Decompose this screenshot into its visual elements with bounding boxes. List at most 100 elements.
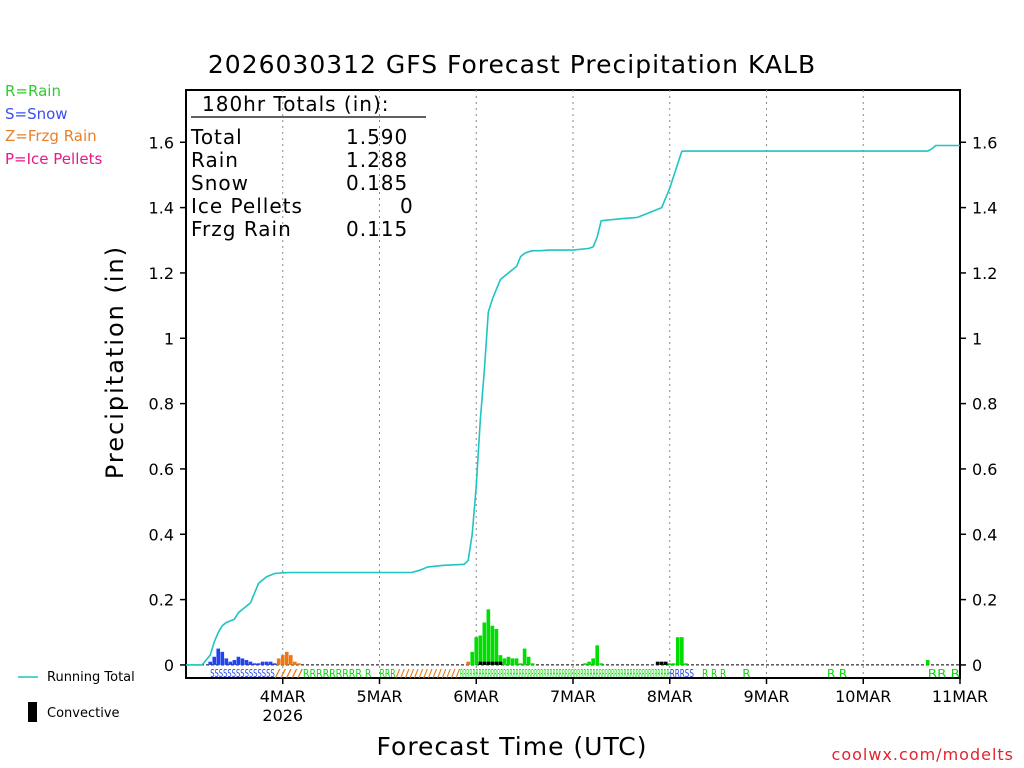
bar-rain (599, 663, 604, 665)
bar-convective (490, 661, 495, 665)
bar-snow (260, 661, 265, 665)
x-tick-label: 7MAR (550, 687, 596, 706)
ptype-marker: RRR (380, 667, 396, 680)
ptype-marker: RRRSS (670, 667, 694, 680)
bar-rain (514, 658, 519, 665)
bar-snow (232, 660, 237, 665)
ptype-marker: R (742, 667, 750, 680)
y-tick-label-right: 0.4 (972, 525, 997, 544)
x-tick-sublabel: 2026 (262, 706, 303, 725)
y-tick-label-right: 0.6 (972, 460, 997, 479)
y-tick-label-left: 0.4 (149, 525, 174, 544)
x-tick-label: 8MAR (647, 687, 693, 706)
bar-rain (502, 658, 507, 665)
totals-total-label: Total (191, 125, 243, 149)
y-tick-label-left: 0.2 (149, 591, 174, 610)
bar-snow (224, 658, 229, 665)
ptype-marker: ///// (275, 667, 304, 680)
legend-frzg-rain: Z=Frzg Rain (5, 127, 97, 145)
bar-frzg-rain (297, 663, 301, 665)
bar-frzg-rain (288, 655, 293, 665)
bar-frzg-rain (293, 661, 297, 665)
bar-convective (498, 661, 503, 665)
bar-rain (486, 609, 491, 665)
totals-header: 180hr Totals (in): (202, 92, 390, 116)
running-total-line (186, 144, 960, 666)
bar-rain (510, 658, 515, 665)
bar-rain (470, 651, 475, 665)
bar-rain (478, 635, 483, 665)
totals-frzg-value: 0.115 (346, 217, 409, 241)
x-axis-label: Forecast Time (UTC) (376, 732, 648, 761)
ptype-marker: R R (827, 667, 848, 680)
x-tick-label: 4MAR (260, 687, 306, 706)
totals-rain-label: Rain (191, 148, 239, 172)
y-tick-label-right: 1.4 (972, 199, 997, 218)
y-tick-label-right: 1.2 (972, 264, 997, 283)
bar-snow (208, 661, 213, 665)
bar-snow (236, 656, 241, 665)
bar-rain (494, 629, 499, 665)
bar-frzg-rain (466, 661, 471, 665)
bar-rain (474, 637, 479, 665)
y-tick-label-left: 1.6 (149, 133, 174, 152)
x-tick-label: 11MAR (932, 687, 988, 706)
bar-convective (486, 661, 491, 665)
bar-convective (478, 661, 483, 665)
bar-snow (220, 651, 225, 665)
x-tick-label: 10MAR (835, 687, 891, 706)
bar-rain (587, 661, 591, 665)
bar-rain (680, 637, 684, 665)
totals-snow-value: 0.185 (346, 171, 409, 195)
totals-ice-value: 0 (400, 194, 414, 218)
credit-link[interactable]: coolwx.com/modelts (831, 745, 1014, 764)
bar-rain (482, 622, 487, 665)
bar-rain (583, 663, 587, 665)
bar-snow (244, 660, 249, 665)
totals-ice-label: Ice Pellets (191, 194, 303, 218)
y-tick-label-left: 1 (164, 329, 174, 348)
bar-snow (228, 661, 233, 665)
convective-legend-swatch (28, 702, 37, 722)
legend-rain: R=Rain (5, 82, 61, 100)
bar-convective (663, 661, 668, 665)
totals-total-value: 1.590 (346, 125, 409, 149)
ptype-marker: SSSSSSSSSSSSSSS (210, 667, 275, 680)
x-tick-label: 5MAR (356, 687, 402, 706)
totals-frzg-label: Frzg Rain (191, 217, 292, 241)
bar-snow (216, 648, 221, 665)
x-tick-label: 9MAR (743, 687, 789, 706)
y-tick-label-right: 0.2 (972, 591, 997, 610)
bar-rain (591, 658, 595, 665)
x-tick-label: 6MAR (453, 687, 499, 706)
bar-rain (667, 663, 672, 665)
bar-convective (659, 661, 664, 665)
y-tick-label-left: 0.8 (149, 395, 174, 414)
bar-rain (518, 663, 523, 665)
y-tick-label-right: 1.6 (972, 133, 997, 152)
ptype-marker: R R R (702, 667, 726, 680)
bar-convective (494, 661, 499, 665)
bar-snow (272, 663, 277, 665)
chart-title: 2026030312 GFS Forecast Precipitation KA… (207, 50, 817, 79)
bar-rain (490, 625, 495, 665)
bar-convective (655, 661, 660, 665)
ptype-marker: RR R (928, 667, 961, 680)
bar-rain (671, 663, 676, 665)
bar-convective (482, 661, 487, 665)
ptype-marker: ////////////// (396, 667, 461, 680)
bar-frzg-rain (284, 651, 289, 665)
bar-rain (522, 648, 527, 665)
bar-rain (595, 645, 600, 665)
y-tick-label-left: 0.6 (149, 460, 174, 479)
convective-legend-label: Convective (47, 706, 120, 721)
running-total-legend-label: Running Total (47, 670, 135, 685)
bar-snow (212, 656, 217, 665)
ptype-marker: RRRRRRRRRRRRRRRRRRRRRRRRRRRRRRRRRRRRRRRR… (460, 667, 670, 680)
bar-rain (684, 663, 688, 665)
y-tick-label-right: 0.8 (972, 395, 997, 414)
bar-snow (240, 658, 245, 665)
y-tick-label-right: 1 (972, 329, 982, 348)
y-tick-label-left: 1.2 (149, 264, 174, 283)
